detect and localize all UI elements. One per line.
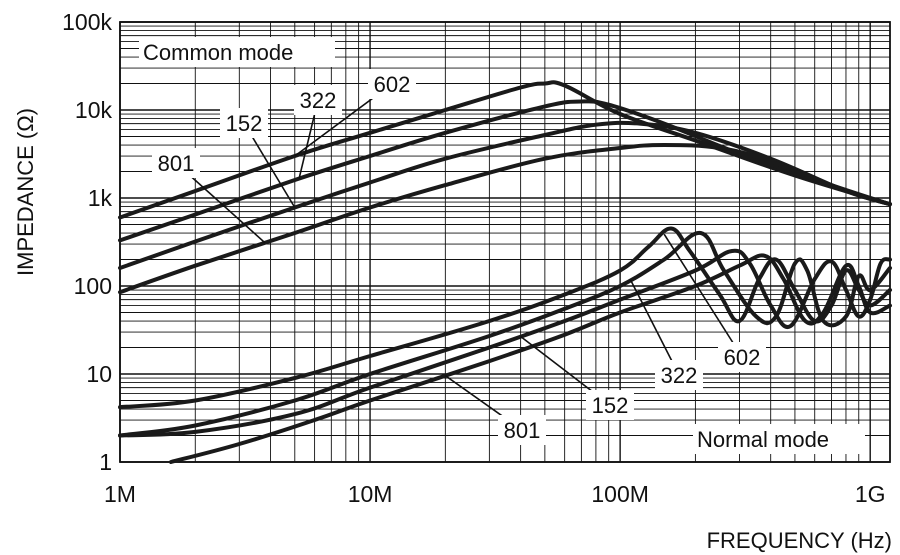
series-label-bg [655, 360, 703, 390]
series-label: 602 [374, 72, 411, 97]
series-152-normal-line [118, 248, 892, 438]
series-label-bg [718, 342, 766, 372]
series-152-common-line [118, 120, 892, 270]
normal-mode-label: Normal mode [697, 427, 829, 452]
x-axis-title: FREQUENCY (Hz) [707, 528, 892, 553]
x-tick-label: 100M [591, 481, 649, 507]
series-322-common-line [118, 99, 892, 243]
y-axis-ticks: 1 10 100 1k 10k 100k [62, 9, 112, 475]
series-label: 152 [226, 111, 263, 136]
x-tick-label: 10M [348, 481, 393, 507]
series-label-bg [498, 415, 546, 445]
y-tick-label: 10k [75, 97, 113, 123]
series-602-common-line [118, 80, 892, 220]
leader-line [629, 279, 680, 376]
series-322-normal-line [118, 230, 892, 438]
leader-line [663, 233, 743, 358]
y-tick-label: 100 [74, 273, 112, 299]
series-801-common-line [118, 143, 892, 295]
series-label: 801 [504, 418, 541, 443]
y-axis-title: IMPEDANCE (Ω) [13, 108, 38, 276]
series-label-bg [368, 69, 416, 99]
series-label-bg [220, 108, 268, 138]
grid [119, 21, 891, 463]
x-axis-ticks: 1M 10M 100M 1G [104, 481, 886, 507]
series-label: 602 [724, 345, 761, 370]
series-label: 801 [158, 151, 195, 176]
series-leaders: 602 322 152 801 602 322 152 801 [152, 69, 766, 445]
y-tick-label: 1 [99, 449, 112, 475]
series-label: 322 [300, 88, 337, 113]
common-mode-annotation: Common mode [139, 37, 335, 67]
curves [118, 80, 892, 464]
series-602-normal-line [118, 226, 892, 410]
plot-frame [119, 21, 891, 463]
y-tick-label: 100k [62, 9, 112, 35]
x-tick-label: 1G [855, 481, 886, 507]
y-tick-label: 1k [88, 185, 113, 211]
common-mode-label: Common mode [143, 40, 293, 65]
series-label-bg [152, 148, 200, 178]
y-tick-label: 10 [86, 361, 112, 387]
series-801-normal-line [169, 253, 892, 464]
series-label: 322 [661, 363, 698, 388]
normal-mode-annotation: Normal mode [693, 424, 865, 454]
series-label: 152 [592, 393, 629, 418]
series-label-bg [586, 390, 634, 420]
x-tick-label: 1M [104, 481, 136, 507]
series-label-bg [294, 85, 342, 115]
